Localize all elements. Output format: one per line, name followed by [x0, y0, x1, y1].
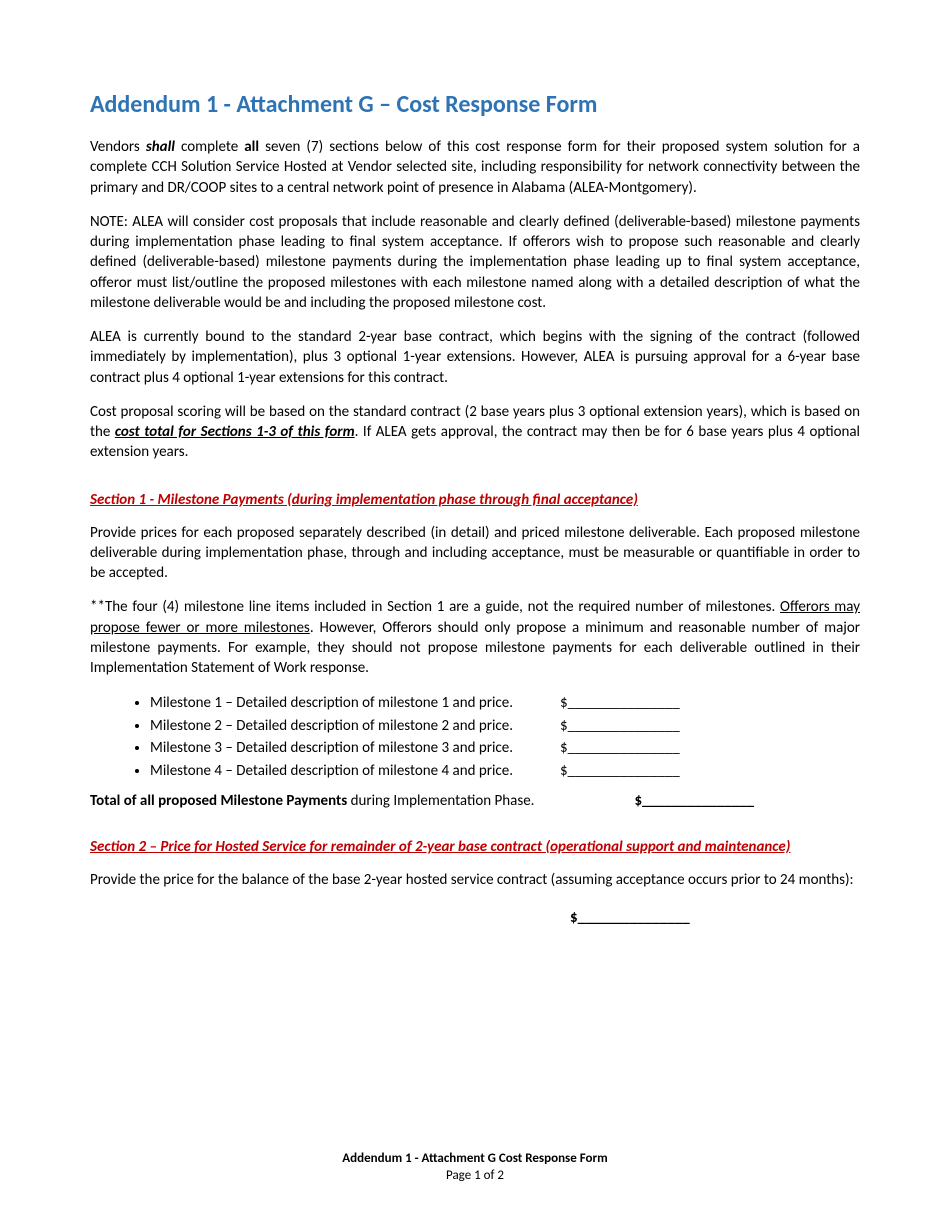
section-2-amount-blank[interactable]: $_______________ [570, 909, 860, 927]
intro-paragraph-3: ALEA is currently bound to the standard … [90, 327, 860, 388]
milestone-label: Milestone 2 – Detailed description of mi… [150, 715, 540, 738]
document-title: Addendum 1 - Attachment G – Cost Respons… [90, 90, 860, 119]
text-bold: Total of all proposed Milestone Payments [90, 792, 347, 810]
milestone-label: Milestone 1 – Detailed description of mi… [150, 692, 540, 715]
text: Vendors [90, 138, 146, 156]
milestone-amount-blank[interactable]: $_______________ [560, 692, 680, 715]
text: complete [175, 138, 244, 156]
total-label: Total of all proposed Milestone Payments… [90, 792, 534, 810]
milestone-item: Milestone 3 – Detailed description of mi… [150, 737, 860, 760]
milestone-item: Milestone 2 – Detailed description of mi… [150, 715, 860, 738]
section-2-header: Section 2 – Price for Hosted Service for… [90, 838, 860, 856]
footer-title: Addendum 1 - Attachment G Cost Response … [0, 1151, 950, 1168]
section-1-paragraph-1: Provide prices for each proposed separat… [90, 523, 860, 584]
section-2-paragraph-1: Provide the price for the balance of the… [90, 870, 860, 890]
milestone-amount-blank[interactable]: $_______________ [560, 715, 680, 738]
text-all: all [244, 138, 259, 156]
milestone-item: Milestone 1 – Detailed description of mi… [150, 692, 860, 715]
total-amount-blank[interactable]: $_______________ [634, 792, 754, 810]
intro-paragraph-4: Cost proposal scoring will be based on t… [90, 402, 860, 463]
milestone-amount-blank[interactable]: $_______________ [560, 760, 680, 783]
document-page: Addendum 1 - Attachment G – Cost Respons… [0, 0, 950, 1230]
section-1-header: Section 1 - Milestone Payments (during i… [90, 491, 860, 509]
milestone-label: Milestone 4 – Detailed description of mi… [150, 760, 540, 783]
intro-paragraph-2: NOTE: ALEA will consider cost proposals … [90, 212, 860, 313]
milestone-total-row: Total of all proposed Milestone Payments… [90, 792, 860, 810]
milestone-amount-blank[interactable]: $_______________ [560, 737, 680, 760]
intro-paragraph-1: Vendors shall complete all seven (7) sec… [90, 137, 860, 198]
text-emphasis: cost total for Sections 1-3 of this form [115, 423, 355, 441]
text-shall: shall [146, 138, 175, 156]
milestone-item: Milestone 4 – Detailed description of mi… [150, 760, 860, 783]
page-footer: Addendum 1 - Attachment G Cost Response … [0, 1151, 950, 1185]
section-1-paragraph-2: **The four (4) milestone line items incl… [90, 597, 860, 678]
footer-page-number: Page 1 of 2 [0, 1168, 950, 1185]
milestone-list: Milestone 1 – Detailed description of mi… [90, 692, 860, 782]
text: **The four (4) milestone line items incl… [90, 598, 780, 616]
milestone-label: Milestone 3 – Detailed description of mi… [150, 737, 540, 760]
text: during Implementation Phase. [347, 792, 534, 810]
